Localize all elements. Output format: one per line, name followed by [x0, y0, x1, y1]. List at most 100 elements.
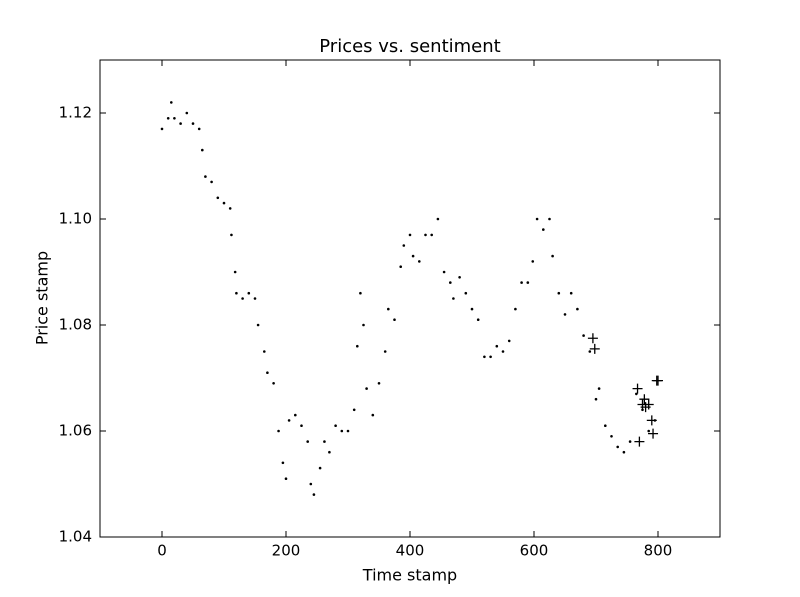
dot-marker — [418, 260, 421, 263]
dot-marker — [210, 180, 213, 184]
dot-marker — [185, 111, 189, 115]
dot-marker — [569, 291, 573, 295]
dot-marker — [542, 228, 545, 231]
dot-marker — [204, 175, 207, 178]
plus-marker — [632, 383, 643, 394]
dot-marker — [170, 101, 173, 104]
dot-marker — [411, 254, 415, 258]
dot-marker — [281, 461, 285, 465]
dot-marker — [436, 217, 440, 221]
dot-marker — [233, 270, 237, 274]
dot-marker — [247, 291, 251, 295]
dot-marker — [306, 440, 310, 443]
dot-marker — [514, 307, 517, 311]
chart-title: Prices vs. sentiment — [319, 36, 500, 57]
dot-marker — [501, 350, 505, 353]
plus-marker — [587, 333, 598, 344]
dot-marker — [628, 440, 632, 443]
dot-marker — [430, 233, 434, 237]
dot-marker — [287, 419, 291, 422]
x-tick-label: 400 — [396, 542, 425, 560]
x-tick-label: 800 — [644, 542, 673, 560]
y-tick-label: 1.08 — [59, 316, 92, 334]
plus-marker — [643, 399, 654, 410]
plus-marker — [653, 375, 663, 386]
dot-marker — [256, 323, 260, 327]
dot-marker — [166, 117, 170, 120]
dot-marker — [284, 477, 288, 481]
dot-marker — [582, 334, 585, 337]
dot-marker — [604, 424, 607, 428]
dot-marker — [300, 424, 303, 428]
x-tick-label: 0 — [157, 542, 167, 560]
dot-marker — [551, 254, 554, 258]
dot-marker — [309, 482, 313, 486]
dot-marker — [328, 450, 331, 454]
dot-marker — [489, 355, 492, 359]
dot-marker — [594, 397, 598, 401]
dot-marker — [495, 344, 499, 348]
x-axis-label: Time stamp — [362, 566, 457, 585]
dot-marker — [371, 413, 375, 417]
plus-marker — [648, 428, 659, 439]
dot-marker — [647, 429, 650, 433]
dot-marker — [616, 445, 619, 449]
y-tick-label: 1.10 — [59, 210, 92, 228]
dot-marker — [222, 201, 226, 205]
dot-marker — [253, 297, 257, 300]
dot-marker — [216, 196, 220, 200]
y-tick-label: 1.12 — [59, 104, 92, 122]
dot-marker — [241, 297, 244, 300]
dot-marker — [563, 313, 567, 316]
y-tick-label: 1.04 — [59, 528, 92, 546]
dot-marker — [359, 291, 362, 295]
dot-marker — [483, 355, 486, 359]
x-tick-label: 600 — [520, 542, 549, 560]
x-tick-label: 200 — [272, 542, 301, 560]
dot-marker — [387, 307, 390, 311]
dot-marker — [362, 323, 365, 327]
dot-marker — [576, 307, 579, 311]
dot-marker — [230, 233, 233, 237]
y-axis-label: Price stamp — [33, 251, 52, 345]
dot-marker — [318, 466, 322, 470]
plus-marker — [634, 436, 645, 447]
dot-marker — [340, 429, 344, 433]
dot-marker — [377, 382, 381, 385]
y-tick-label: 1.06 — [59, 422, 92, 440]
dot-marker — [323, 440, 326, 443]
dot-marker — [548, 217, 551, 221]
dot-marker — [507, 339, 511, 343]
dot-marker — [452, 297, 455, 300]
dot-marker — [476, 318, 480, 322]
dot-marker — [424, 233, 427, 237]
dot-marker — [160, 127, 164, 131]
dot-marker — [294, 413, 297, 417]
dot-marker — [365, 387, 368, 390]
dot-marker — [228, 207, 232, 210]
dot-marker — [399, 265, 403, 269]
dot-marker — [588, 350, 592, 353]
dot-marker — [383, 350, 387, 353]
dot-marker — [610, 435, 613, 438]
dot-marker — [266, 371, 269, 375]
dot-marker — [470, 307, 474, 311]
dot-marker — [520, 281, 523, 284]
dot-marker — [346, 429, 350, 433]
dot-marker — [272, 382, 275, 385]
plus-marker — [646, 415, 657, 426]
dot-marker — [334, 424, 337, 428]
dot-marker — [235, 291, 238, 295]
dot-marker — [191, 122, 195, 125]
dot-marker — [277, 429, 280, 433]
plus-marker — [589, 343, 600, 354]
dot-marker — [597, 387, 601, 390]
dot-marker — [402, 244, 406, 247]
dot-marker — [352, 408, 356, 412]
dot-marker — [442, 270, 446, 274]
dot-marker — [449, 281, 452, 284]
dot-marker — [535, 217, 539, 221]
dot-marker — [531, 260, 535, 263]
